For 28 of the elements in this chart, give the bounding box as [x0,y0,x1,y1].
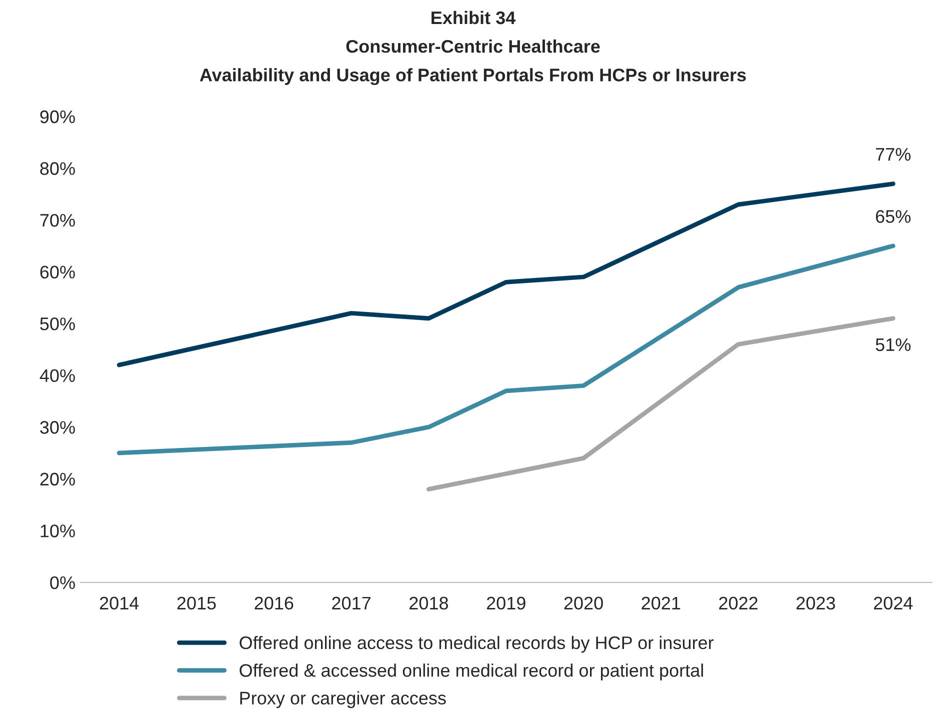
y-tick-label: 30% [40,421,75,434]
y-tick-label: 90% [40,110,75,124]
x-tick-label: 2019 [486,596,526,610]
y-tick-label: 70% [40,214,75,227]
x-tick-label: 2020 [564,596,603,610]
x-tick-label: 2016 [254,596,294,610]
x-tick-label: 2018 [410,596,448,610]
x-tick-label: 2014 [100,596,139,610]
y-tick-label: 10% [40,524,75,538]
y-tick-label: 0% [50,576,75,590]
chart-title: Exhibit 34 Consumer-Centric Healthcare Availability and Usage of Patient Portals From HCPs or Insurers [200,10,746,86]
x-tick-label: 2021 [642,596,680,610]
y-tick-label: 60% [40,266,75,279]
x-tick-label: 2022 [719,596,758,610]
x-tick-label: 2015 [177,596,216,610]
y-tick-label: 80% [40,162,75,175]
data-label: 77% [876,148,911,161]
x-tick-label: 2017 [332,596,370,610]
data-label: 65% [876,210,911,223]
y-tick-label: 40% [40,369,75,382]
y-tick-label: 50% [40,317,75,330]
x-tick-label: 2024 [874,596,913,610]
y-tick-label: 20% [40,472,75,486]
x-tick-label: 2023 [796,596,835,610]
legend-label: Offered online access to medical records by HCP or insurer [240,636,714,653]
legend-label: Proxy or caregiver access [240,691,446,708]
data-label: 51% [876,338,911,352]
legend-label: Offered & accessed online medical record or patient portal [240,664,703,680]
